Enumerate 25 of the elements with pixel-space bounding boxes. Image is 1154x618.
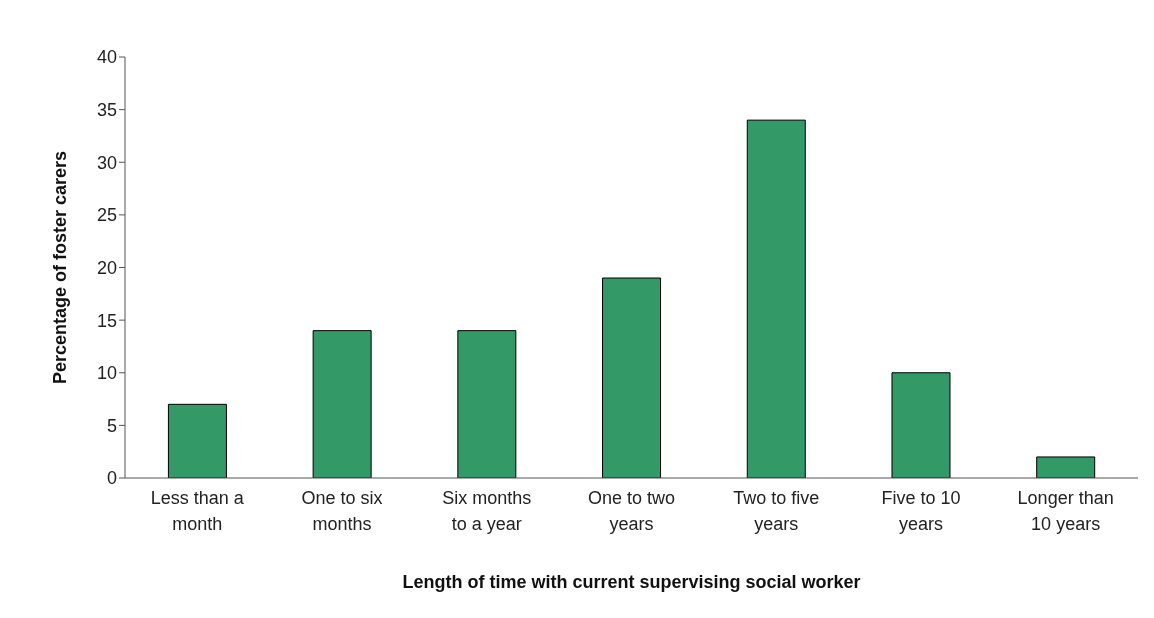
y-tick-label: 5 bbox=[106, 415, 117, 436]
bar bbox=[746, 119, 806, 478]
x-tick-label: Less than a month bbox=[150, 488, 245, 534]
y-tick-label: 40 bbox=[96, 47, 117, 68]
x-tick-label: Longer than 10 years bbox=[1017, 488, 1114, 534]
y-tick-label: 10 bbox=[96, 363, 117, 384]
y-tick-label: 30 bbox=[96, 152, 117, 173]
x-tick-label: One to two years bbox=[587, 488, 676, 534]
y-axis-title: Percentage of foster carers bbox=[50, 150, 71, 385]
x-tick-label: One to six months bbox=[301, 488, 383, 534]
bar bbox=[602, 277, 662, 478]
bar bbox=[891, 372, 951, 478]
y-tick-label: 20 bbox=[96, 257, 117, 278]
bar bbox=[457, 330, 517, 478]
x-axis-title: Length of time with current supervising social worker bbox=[402, 572, 861, 592]
y-tick-label: 35 bbox=[96, 100, 117, 121]
y-tick-label: 25 bbox=[96, 205, 117, 226]
x-tick-label: Two to five years bbox=[733, 488, 820, 534]
bar bbox=[312, 330, 372, 478]
y-tick-label: 15 bbox=[96, 310, 117, 331]
bar bbox=[1036, 456, 1096, 478]
bar bbox=[167, 403, 227, 478]
x-tick-label: Six months to a year bbox=[442, 488, 532, 534]
x-tick-label: Five to 10 years bbox=[881, 488, 961, 534]
y-tick-label: 0 bbox=[106, 468, 117, 489]
